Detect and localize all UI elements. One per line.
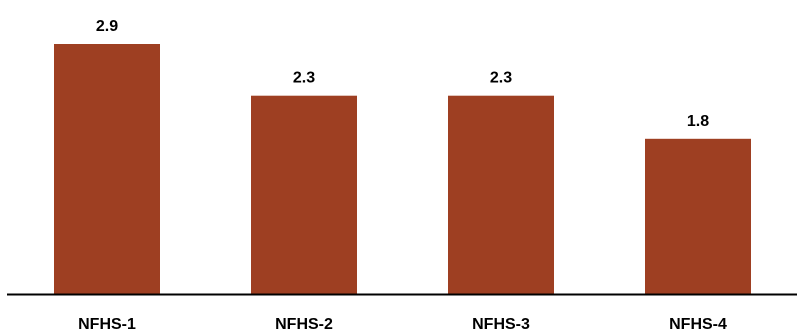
category-label: NFHS-1 xyxy=(78,316,136,333)
bar-value-label: 2.9 xyxy=(96,18,118,35)
value-labels-layer: 2.9 2.3 2.3 1.8 xyxy=(96,18,709,130)
bars-layer xyxy=(54,44,751,294)
bar-nfhs-2 xyxy=(251,95,357,294)
bar-nfhs-3 xyxy=(448,95,554,294)
category-label: NFHS-2 xyxy=(275,316,333,333)
category-label: NFHS-4 xyxy=(669,316,727,333)
bar-value-label: 2.3 xyxy=(490,70,512,87)
bar-nfhs-1 xyxy=(54,44,160,294)
category-labels-layer: NFHS-1 NFHS-2 NFHS-3 NFHS-4 xyxy=(78,316,727,333)
bar-value-label: 2.3 xyxy=(293,70,315,87)
bar-nfhs-4 xyxy=(645,138,751,294)
bar-value-label: 1.8 xyxy=(687,113,709,130)
category-label: NFHS-3 xyxy=(472,316,530,333)
